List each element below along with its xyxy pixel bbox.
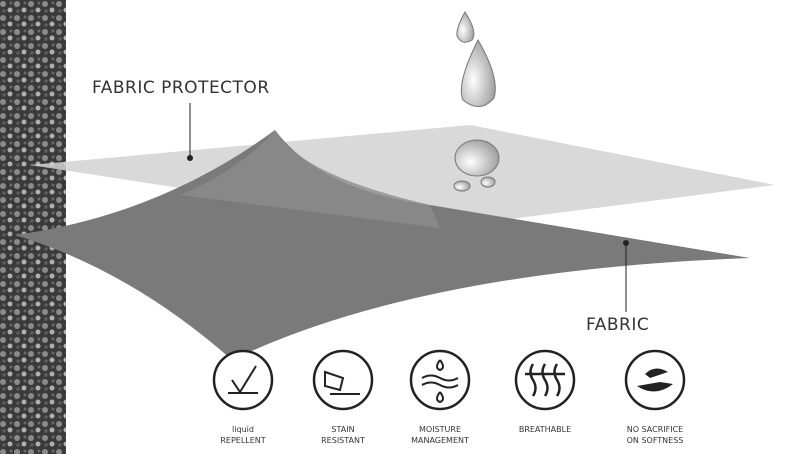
page: FABRIC PROTECTOR FABRIC liquid REPELLENT S… [0, 0, 786, 454]
feature-label: STAIN [331, 425, 354, 434]
feature-label: NO SACRIFICE [627, 425, 684, 434]
feature-label: ON SOFTNESS [627, 436, 684, 445]
feature-label: MANAGEMENT [411, 436, 469, 445]
layers [15, 125, 775, 360]
feature-icons [214, 351, 684, 409]
pointer-dot [187, 155, 193, 161]
feature-label: REPELLENT [220, 436, 265, 445]
water-drops [454, 12, 499, 191]
feature-label: RESISTANT [321, 436, 365, 445]
fabric-label: FABRIC [586, 315, 649, 335]
pointer-dot [623, 240, 629, 246]
feature-label: BREATHABLE [519, 425, 571, 434]
protector-label: FABRIC PROTECTOR [92, 78, 270, 98]
feature-label: MOISTURE [419, 425, 461, 434]
feature-labels: liquid REPELLENT STAIN RESISTANT MOISTURE MAN… [220, 425, 683, 445]
fabric-texture [0, 0, 66, 454]
feature-label: liquid [232, 425, 254, 434]
